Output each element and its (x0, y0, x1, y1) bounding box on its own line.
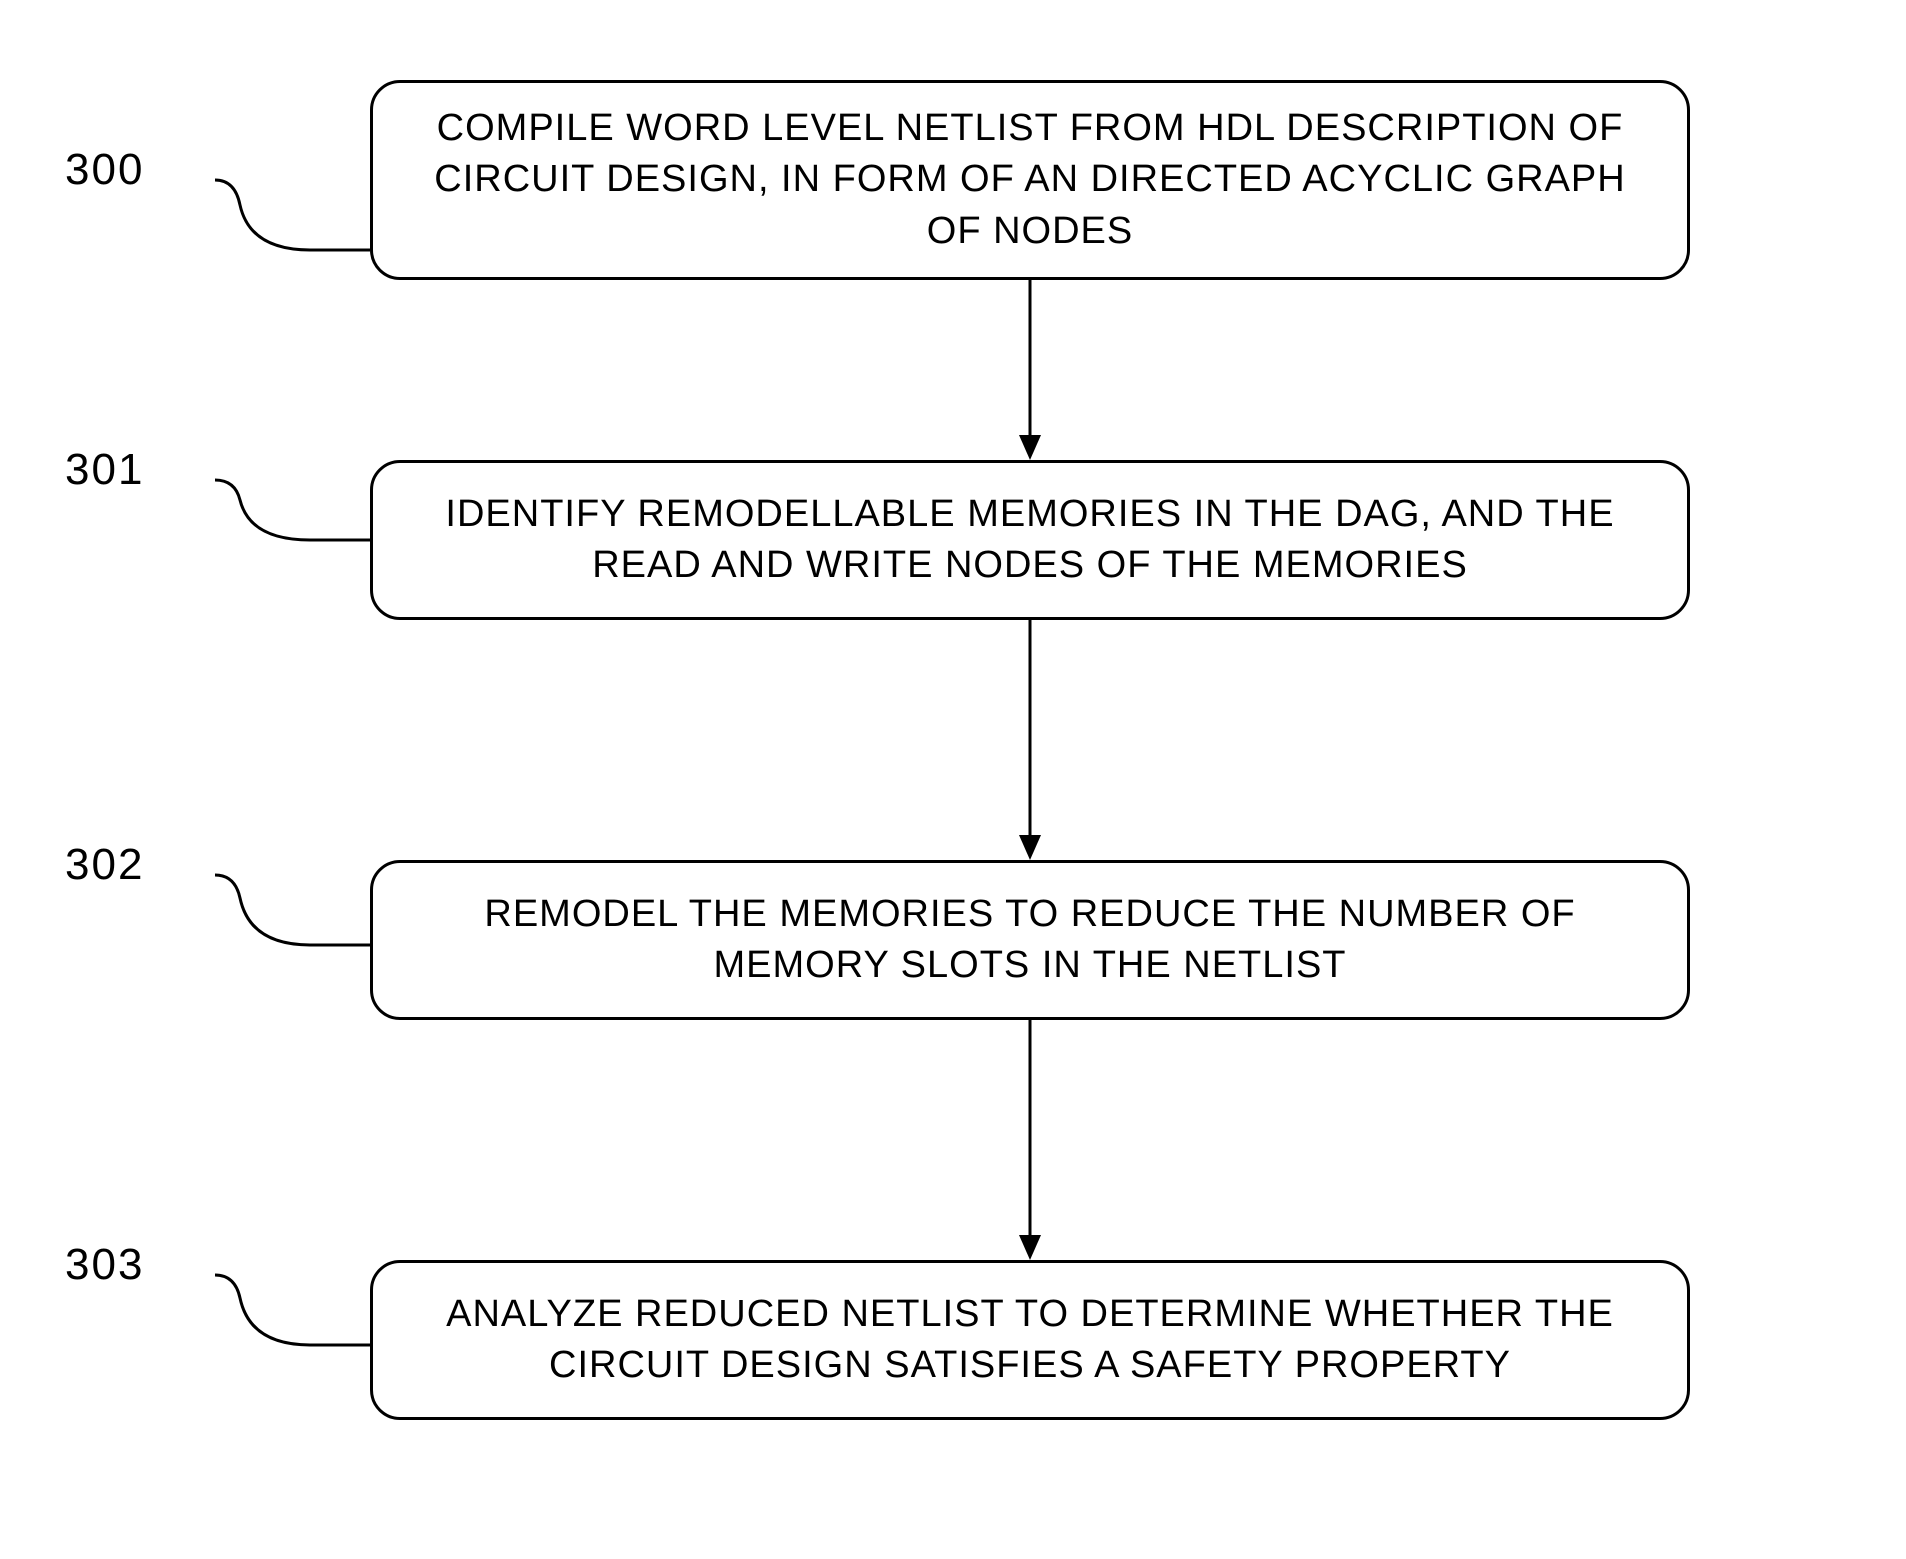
connector-302 (180, 840, 380, 970)
node-300: COMPILE WORD LEVEL NETLIST FROM HDL DESC… (370, 80, 1690, 280)
connector-300 (180, 145, 380, 285)
node-302: REMODEL THE MEMORIES TO REDUCE THE NUMBE… (370, 860, 1690, 1020)
node-301: IDENTIFY REMODELLABLE MEMORIES IN THE DA… (370, 460, 1690, 620)
arrow-302-303 (1015, 1020, 1045, 1260)
node-303: ANALYZE REDUCED NETLIST TO DETERMINE WHE… (370, 1260, 1690, 1420)
node-303-text: ANALYZE REDUCED NETLIST TO DETERMINE WHE… (413, 1289, 1647, 1392)
node-label-301: 301 (65, 445, 144, 495)
arrow-300-301 (1015, 280, 1045, 460)
node-300-text: COMPILE WORD LEVEL NETLIST FROM HDL DESC… (413, 103, 1647, 257)
connector-301 (180, 445, 380, 565)
node-label-300: 300 (65, 145, 144, 195)
node-301-text: IDENTIFY REMODELLABLE MEMORIES IN THE DA… (413, 489, 1647, 592)
node-label-303: 303 (65, 1240, 144, 1290)
connector-303 (180, 1240, 380, 1370)
arrow-301-302 (1015, 620, 1045, 860)
node-label-302: 302 (65, 840, 144, 890)
node-302-text: REMODEL THE MEMORIES TO REDUCE THE NUMBE… (413, 889, 1647, 992)
